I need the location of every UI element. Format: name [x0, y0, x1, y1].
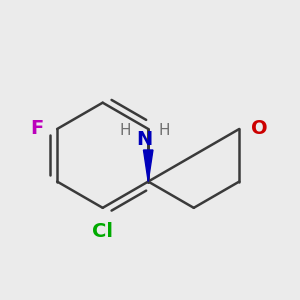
Text: N: N [136, 130, 152, 149]
Text: O: O [251, 119, 268, 139]
Polygon shape [143, 150, 153, 182]
Text: H: H [158, 122, 170, 137]
Text: F: F [31, 119, 44, 139]
Text: H: H [120, 122, 131, 137]
Text: Cl: Cl [92, 222, 113, 241]
